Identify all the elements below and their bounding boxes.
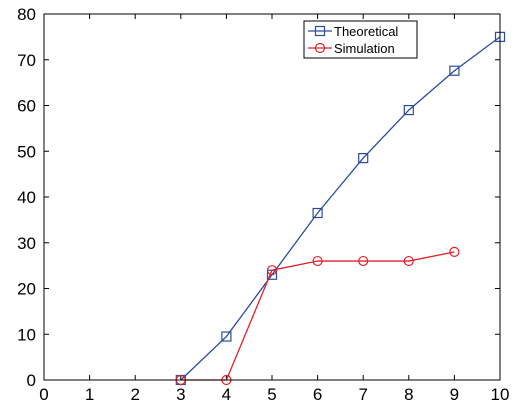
series-layer [175, 31, 506, 386]
x-tick-label: 6 [313, 385, 322, 404]
data-point-simulation [312, 255, 323, 267]
ticks-layer: 0 1 2 3 4 5 6 7 8 9 10 0 10 20 30 40 50 60 70 80 [17, 5, 509, 404]
data-point-simulation [403, 255, 414, 267]
legend-marker-simulation [314, 42, 326, 54]
y-tick-label: 20 [17, 280, 36, 299]
y-tick-label: 30 [17, 234, 36, 253]
legend-label-theoretical: Theoretical [334, 24, 398, 39]
y-tick-label: 70 [17, 51, 36, 70]
data-point-theoretical [449, 65, 460, 76]
x-tick-label: 2 [130, 385, 139, 404]
x-tick-label: 7 [358, 385, 367, 404]
series-line-simulation [180, 251, 455, 381]
y-tick-label: 50 [17, 142, 36, 161]
data-point-theoretical [312, 207, 323, 219]
data-point-simulation [449, 246, 460, 257]
x-tick-label: 3 [176, 385, 185, 404]
data-point-theoretical [221, 331, 232, 342]
plot-frame [43, 13, 501, 381]
x-tick-label: 1 [85, 385, 94, 404]
data-point-simulation [358, 255, 369, 267]
legend-label-simulation: Simulation [334, 41, 395, 56]
series-simulation [175, 246, 460, 386]
data-point-simulation [266, 265, 278, 276]
legend-marker-theoretical [314, 25, 326, 37]
series-theoretical [175, 31, 506, 386]
legend: Theoretical Simulation [303, 20, 418, 59]
series-line-theoretical [180, 36, 501, 381]
x-tick-label: 8 [404, 385, 413, 404]
data-point-theoretical [358, 153, 369, 164]
y-tick-label: 60 [17, 97, 36, 116]
x-tick-label: 0 [39, 385, 48, 404]
y-tick-label: 10 [17, 325, 36, 344]
x-tick-label: 5 [267, 385, 276, 404]
x-tick-label: 4 [222, 385, 231, 404]
data-point-theoretical [403, 104, 414, 116]
x-tick-label: 10 [491, 385, 510, 404]
y-tick-label: 40 [17, 188, 36, 207]
y-tick-label: 0 [27, 371, 36, 390]
x-tick-label: 9 [450, 385, 459, 404]
y-tick-label: 80 [17, 5, 36, 24]
